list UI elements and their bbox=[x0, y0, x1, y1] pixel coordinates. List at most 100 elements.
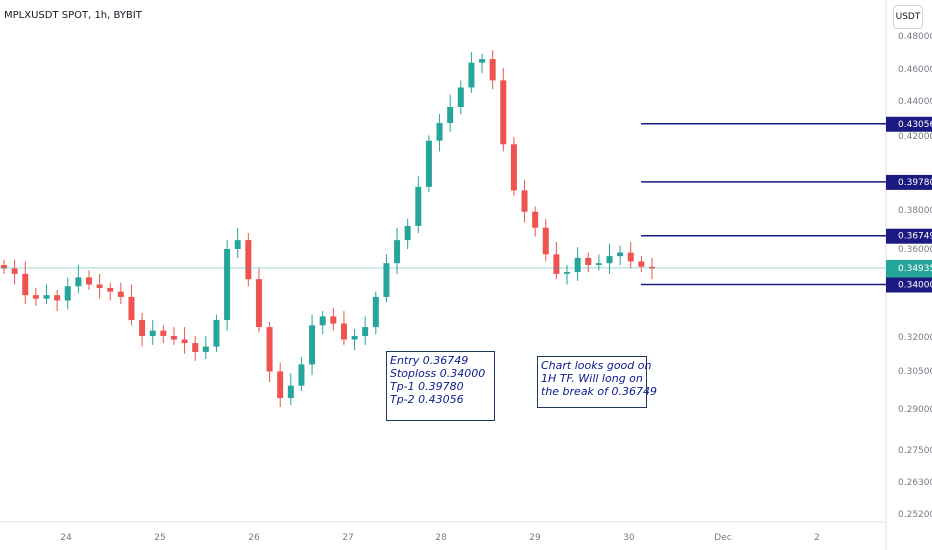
candle-body bbox=[532, 211, 539, 228]
analysis-annotation: Chart looks good on 1H TF. Will long on … bbox=[537, 356, 658, 408]
candle-body bbox=[128, 296, 135, 320]
y-tick-label: 0.44000 bbox=[898, 97, 932, 107]
candle-body bbox=[287, 385, 294, 399]
candle-body bbox=[54, 295, 61, 301]
candle-body bbox=[266, 327, 273, 372]
candle-body bbox=[149, 330, 156, 336]
candle-body bbox=[117, 291, 124, 297]
x-tick-label: Dec bbox=[714, 533, 731, 543]
x-tick-label: 27 bbox=[342, 533, 353, 543]
candle-body bbox=[383, 263, 390, 297]
candle-body bbox=[404, 225, 411, 241]
annotation-line: 1H TF. Will long on bbox=[541, 372, 643, 385]
level-label: 0.43056 bbox=[898, 120, 932, 130]
candle-body bbox=[255, 279, 262, 328]
candle-body bbox=[627, 252, 634, 262]
candle-body bbox=[160, 330, 167, 336]
candle-body bbox=[425, 140, 432, 187]
candle-body bbox=[75, 277, 82, 287]
candle-body bbox=[277, 371, 284, 399]
x-tick-label: 25 bbox=[154, 533, 165, 543]
y-tick-label: 0.32000 bbox=[898, 333, 932, 343]
candle-body bbox=[372, 296, 379, 328]
currency-button[interactable]: USDT bbox=[893, 5, 923, 29]
candle-body bbox=[234, 240, 241, 249]
candle-body bbox=[362, 327, 369, 336]
candle-body bbox=[415, 186, 422, 226]
x-tick-label: 24 bbox=[60, 533, 72, 543]
candle-body bbox=[564, 272, 571, 274]
annotation-line: Entry 0.36749 bbox=[390, 354, 469, 367]
symbol-title: MPLXUSDT SPOT, 1h, BYBIT bbox=[4, 10, 142, 21]
candle-body bbox=[521, 190, 528, 212]
y-tick-label: 0.48000 bbox=[898, 32, 932, 42]
candle-body bbox=[394, 240, 401, 264]
candle-body bbox=[192, 343, 199, 352]
candle-body bbox=[436, 122, 443, 141]
x-tick-label: 28 bbox=[435, 533, 447, 543]
candle-body bbox=[96, 284, 103, 289]
candle-body bbox=[340, 323, 347, 340]
annotation-line: Stoploss 0.34000 bbox=[390, 367, 486, 380]
candle-body bbox=[245, 240, 252, 280]
y-tick-label: 0.26300 bbox=[898, 478, 932, 488]
level-label: 0.36749 bbox=[898, 232, 932, 242]
candle-body bbox=[319, 316, 326, 326]
level-badge bbox=[886, 116, 932, 132]
x-tick-label: 30 bbox=[623, 533, 635, 543]
y-tick-label: 0.30500 bbox=[898, 367, 932, 377]
candle-body bbox=[351, 335, 358, 340]
candle-body bbox=[617, 252, 624, 257]
candle-body bbox=[468, 62, 475, 88]
candle-body bbox=[510, 144, 517, 191]
y-tick-label: 0.46000 bbox=[898, 65, 932, 75]
candle-body bbox=[595, 263, 602, 265]
candle-body bbox=[298, 364, 305, 386]
candle-body bbox=[330, 316, 337, 324]
y-tick-label: 0.42000 bbox=[898, 132, 932, 142]
candle-body bbox=[224, 249, 231, 320]
candle-body bbox=[170, 335, 177, 340]
candle-body bbox=[64, 286, 71, 301]
annotation-line: Tp-2 0.43056 bbox=[390, 393, 464, 406]
candle-body bbox=[574, 257, 581, 273]
y-tick-label: 0.25200 bbox=[898, 510, 932, 520]
candle-body bbox=[107, 288, 114, 292]
y-tick-label: 0.27500 bbox=[898, 446, 932, 456]
candle-body bbox=[553, 254, 560, 274]
candle-body bbox=[606, 256, 613, 264]
candle-body bbox=[1, 264, 7, 269]
level-badge bbox=[886, 277, 932, 293]
x-tick-label: 26 bbox=[248, 533, 260, 543]
candle-body bbox=[489, 59, 496, 81]
x-tick-label: 2 bbox=[814, 533, 820, 543]
y-tick-label: 0.38000 bbox=[898, 206, 932, 216]
candle-body bbox=[213, 320, 220, 347]
level-label: 0.34000 bbox=[898, 281, 932, 291]
candle-body bbox=[309, 325, 316, 365]
candle-body bbox=[638, 261, 645, 267]
candle-body bbox=[542, 227, 549, 255]
y-tick-label: 0.29000 bbox=[898, 405, 932, 415]
annotation-line: Tp-1 0.39780 bbox=[390, 380, 464, 393]
candle-body bbox=[85, 277, 92, 285]
candle-body bbox=[32, 295, 39, 299]
candle-body bbox=[43, 295, 50, 299]
level-label: 0.39780 bbox=[898, 178, 932, 188]
candle-body bbox=[585, 257, 592, 265]
level-badge bbox=[886, 228, 932, 244]
level-badge bbox=[886, 174, 932, 190]
annotation-line: the break of 0.36749 bbox=[541, 385, 658, 398]
last-price-label: 0.34935 bbox=[898, 264, 932, 274]
candle-body bbox=[11, 268, 18, 274]
candle-body bbox=[22, 273, 29, 296]
candle-body bbox=[181, 339, 188, 344]
candle-body bbox=[202, 346, 209, 352]
y-tick-label: 0.36000 bbox=[898, 245, 932, 255]
candle-body bbox=[457, 87, 464, 107]
candle-body bbox=[139, 320, 146, 336]
x-tick-label: 29 bbox=[529, 533, 541, 543]
annotation-line: Chart looks good on bbox=[541, 359, 652, 372]
trade-plan-annotation: Entry 0.36749 Stoploss 0.34000 Tp-1 0.39… bbox=[386, 351, 495, 421]
